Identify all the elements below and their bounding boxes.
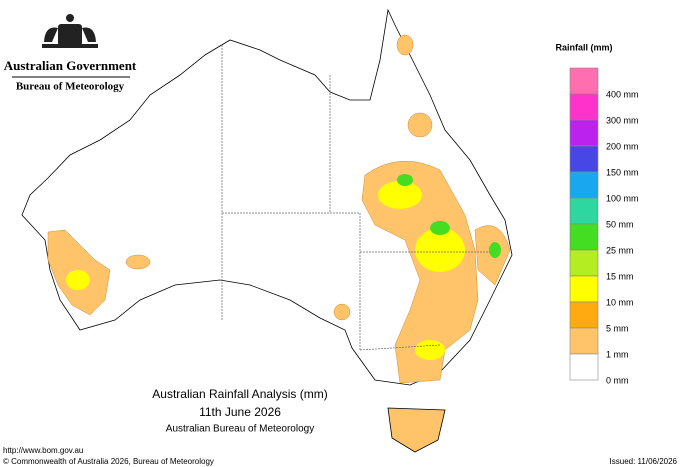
legend-swatch — [569, 301, 599, 329]
copyright: © Commonwealth of Australia 2026, Bureau… — [3, 457, 214, 466]
legend-title: Rainfall (mm) — [555, 42, 612, 52]
legend-label: 300 mm — [606, 115, 639, 125]
legend-label: 400 mm — [606, 89, 639, 99]
legend-swatch — [569, 67, 599, 95]
crest — [42, 14, 98, 48]
legend-label: 150 mm — [606, 167, 639, 177]
url: http://www.bom.gov.au — [3, 446, 83, 455]
legend-label: 200 mm — [606, 141, 639, 151]
legend-swatch — [569, 249, 599, 277]
legend-swatch — [569, 197, 599, 225]
legend-swatch — [569, 327, 599, 355]
legend: Rainfall (mm) 400 mm 300 mm 200 mm 150 mm 10… — [555, 42, 638, 385]
legend-label: 10 mm — [606, 297, 634, 307]
map-title: Australian Rainfall Analysis (mm) — [152, 387, 327, 401]
issued: Issued: 11/06/2026 — [610, 457, 678, 466]
map-source: Australian Bureau of Meteorology — [166, 424, 314, 435]
legend-label: 25 mm — [606, 245, 634, 255]
legend-label: 15 mm — [606, 271, 634, 281]
legend-label: 1 mm — [606, 349, 629, 359]
legend-swatch — [569, 145, 599, 173]
australia-map — [21, 8, 513, 453]
legend-swatch — [569, 275, 599, 303]
legend-label: 0 mm — [606, 375, 629, 385]
legend-label: 5 mm — [606, 323, 629, 333]
legend-swatch — [569, 353, 599, 381]
legend-swatch — [569, 119, 599, 147]
legend-swatch — [569, 223, 599, 251]
legend-swatch — [569, 171, 599, 199]
government-name: Australian Government — [4, 58, 137, 73]
legend-label: 100 mm — [606, 193, 639, 203]
map-date: 11th June 2026 — [199, 405, 281, 419]
agency-name: Bureau of Meteorology — [16, 81, 125, 93]
legend-label: 50 mm — [606, 219, 634, 229]
legend-swatch — [569, 93, 599, 121]
